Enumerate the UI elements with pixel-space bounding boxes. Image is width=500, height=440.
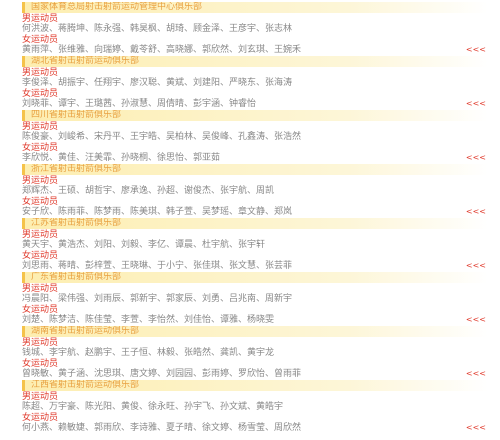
group-label: 女运动员 bbox=[22, 305, 59, 315]
group-label: 男运动员 bbox=[22, 392, 59, 402]
club-title[interactable]: 广东省射击射箭俱乐部 bbox=[22, 272, 488, 283]
more-link[interactable]: <<< bbox=[465, 423, 486, 432]
group-label: 女运动员 bbox=[22, 197, 59, 207]
athlete-names: 刘思雨、蒋晴、彭梓萱、王晓琳、于小宁、张佳琪、张文慧、张芸菲 bbox=[22, 261, 293, 271]
club-section: 江苏省射击射箭俱乐部 男运动员 黄天宇、黄浩杰、刘阳、刘毅、李亿、谭晨、杜宇航、张宇… bbox=[22, 218, 488, 272]
club-title[interactable]: 江西省射击射箭运动俱乐部 bbox=[22, 380, 488, 391]
athlete-names: 黄雨萍、张维雅、向瑞婷、戴苓舒、高晓娜、郭欣然、刘玄琪、王婉禾 bbox=[22, 45, 302, 55]
athlete-names: 何洪波、蒋腾坤、陈永强、韩昊枫、胡琦、顾金泽、王彦宇、张志林 bbox=[22, 24, 293, 34]
club-section: 江西省射击射箭运动俱乐部 男运动员 陈超、万宇豪、陈光阳、黄俊、徐永旺、孙宇飞、孙文… bbox=[22, 380, 488, 434]
more-link[interactable]: <<< bbox=[465, 369, 486, 378]
club-section: 湖北省射击射箭运动俱乐部 男运动员 李俊泽、胡振宇、任翔宇、廖汉聪、黄斌、刘建阳、严… bbox=[22, 56, 488, 110]
more-link[interactable]: <<< bbox=[465, 207, 486, 216]
club-title[interactable]: 湖南省射击射箭运动俱乐部 bbox=[22, 326, 488, 337]
athlete-names: 黄天宇、黄浩杰、刘阳、刘毅、李亿、谭晨、杜宇航、张宇轩 bbox=[22, 240, 266, 250]
athlete-names: 李俊泽、胡振宇、任翔宇、廖汉聪、黄斌、刘建阳、严晓东、张海涛 bbox=[22, 78, 293, 88]
group-label: 女运动员 bbox=[22, 143, 59, 153]
club-section: 四川省射击射箭俱乐部 男运动员 陈俊豪、刘峻希、宋丹平、王宇皓、吴柏林、吴俊峰、孔鑫… bbox=[22, 110, 488, 164]
group-label: 男运动员 bbox=[22, 338, 59, 348]
athlete-names: 曾晓敏、黄子涵、沈思琪、唐文婷、刘园园、彭雨婷、罗欣怡、曾雨菲 bbox=[22, 369, 302, 379]
athlete-names: 陈超、万宇豪、陈光阳、黄俊、徐永旺、孙宇飞、孙文斌、黄皓宇 bbox=[22, 402, 284, 412]
group-label: 女运动员 bbox=[22, 413, 59, 423]
more-link[interactable]: <<< bbox=[465, 99, 486, 108]
club-section: 广东省射击射箭俱乐部 男运动员 冯晨阳、梁伟强、刘雨辰、郭新宇、郭家辰、刘勇、吕兆南… bbox=[22, 272, 488, 326]
more-link[interactable]: <<< bbox=[465, 153, 486, 162]
more-link[interactable]: <<< bbox=[465, 45, 486, 54]
more-link[interactable]: <<< bbox=[465, 261, 486, 270]
athlete-names: 何小燕、赖敏婕、郭雨欣、李诗雅、夏子晴、徐文婷、杨雪莹、周欣然 bbox=[22, 423, 302, 433]
club-title[interactable]: 湖北省射击射箭运动俱乐部 bbox=[22, 56, 488, 67]
more-link[interactable]: <<< bbox=[465, 315, 486, 324]
group-label: 男运动员 bbox=[22, 122, 59, 132]
group-label: 女运动员 bbox=[22, 89, 59, 99]
group-label: 男运动员 bbox=[22, 284, 59, 294]
club-title[interactable]: 浙江省射击射箭俱乐部 bbox=[22, 164, 488, 175]
athlete-names: 刘楚、陈梦洁、陈佳莹、李萱、李怡然、刘佳怡、谭雅、杨晓雯 bbox=[22, 315, 275, 325]
club-title[interactable]: 江苏省射击射箭俱乐部 bbox=[22, 218, 488, 229]
group-label: 男运动员 bbox=[22, 68, 59, 78]
group-label: 女运动员 bbox=[22, 251, 59, 261]
athlete-names: 陈俊豪、刘峻希、宋丹平、王宇皓、吴柏林、吴俊峰、孔鑫涛、张浩然 bbox=[22, 132, 302, 142]
group-label: 男运动员 bbox=[22, 14, 59, 24]
athlete-names: 安子欣、陈雨菲、陈梦雨、陈美琪、韩子萱、吴梦瑶、章文静、郑岚 bbox=[22, 207, 293, 217]
athlete-names: 冯晨阳、梁伟强、刘雨辰、郭新宇、郭家辰、刘勇、吕兆南、周新宇 bbox=[22, 294, 293, 304]
club-title[interactable]: 国家体育总局射击射箭运动管理中心俱乐部 bbox=[22, 2, 488, 13]
club-section: 浙江省射击射箭俱乐部 男运动员 郑辉杰、王硕、胡哲宇、廖承逸、孙超、谢俊杰、张宇航、… bbox=[22, 164, 488, 218]
athlete-names: 李欣悦、黄佳、汪美霏、孙晓桐、徐思怡、郭亚茹 bbox=[22, 153, 221, 163]
athlete-names: 钱城、李宇航、赵鹏宇、王子恒、林毅、张皓然、龚凯、黄宇龙 bbox=[22, 348, 275, 358]
club-section: 湖南省射击射箭运动俱乐部 男运动员 钱城、李宇航、赵鹏宇、王子恒、林毅、张皓然、龚凯… bbox=[22, 326, 488, 380]
club-section: 国家体育总局射击射箭运动管理中心俱乐部 男运动员 何洪波、蒋腾坤、陈永强、韩昊枫、胡… bbox=[22, 2, 488, 56]
group-label: 女运动员 bbox=[22, 359, 59, 369]
club-title[interactable]: 四川省射击射箭俱乐部 bbox=[22, 110, 488, 121]
group-label: 男运动员 bbox=[22, 230, 59, 240]
athlete-names: 郑辉杰、王硕、胡哲宇、廖承逸、孙超、谢俊杰、张宇航、周凯 bbox=[22, 186, 275, 196]
group-label: 女运动员 bbox=[22, 35, 59, 45]
athlete-names: 刘晓菲、谭宇、王璐茜、孙淑慧、周倩晴、彭宇涵、钟睿怡 bbox=[22, 99, 257, 109]
group-label: 男运动员 bbox=[22, 176, 59, 186]
